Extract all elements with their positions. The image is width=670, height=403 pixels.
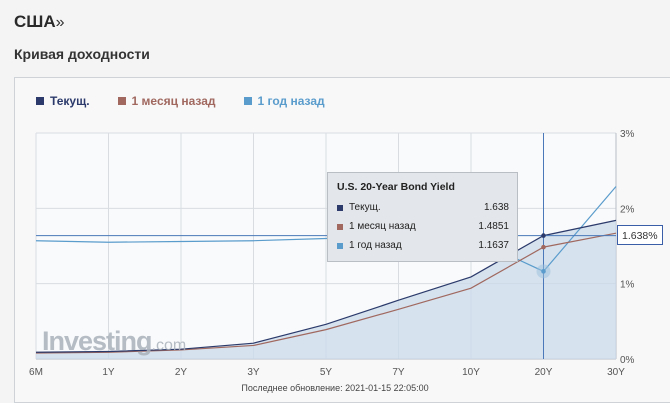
- legend-item-current[interactable]: Текущ.: [36, 94, 90, 108]
- legend-swatch: [243, 97, 252, 105]
- tooltip-value: 1.638: [483, 202, 509, 213]
- x-tick-label: 3Y: [247, 367, 260, 378]
- page-header: США»: [14, 12, 65, 32]
- current-series-area: [36, 220, 616, 359]
- tooltip-value: 1.4851: [478, 221, 509, 232]
- tooltip-row-year-ago: 1 год назад 1.1637: [337, 240, 509, 251]
- x-tick-label: 30Y: [607, 367, 625, 378]
- tooltip-row-month-ago: 1 месяц назад 1.4851: [337, 221, 509, 232]
- tooltip-label: 1 месяц назад: [349, 221, 416, 232]
- x-tick-label: 6M: [29, 367, 43, 378]
- x-tick-label: 2Y: [175, 367, 188, 378]
- country-arrow[interactable]: »: [55, 14, 65, 31]
- current-series-line[interactable]: [35, 219, 617, 353]
- legend-swatch: [117, 97, 126, 105]
- legend-label: 1 месяц назад: [131, 94, 216, 108]
- y-tick-label: 0%: [620, 355, 635, 366]
- legend-label: Текущ.: [50, 94, 90, 108]
- tooltip-swatch: [337, 204, 343, 211]
- section-title: Кривая доходности: [14, 46, 150, 62]
- legend-swatch: [36, 97, 44, 105]
- investing-watermark: Investing.com: [42, 326, 186, 357]
- x-tick-label: 1Y: [102, 367, 115, 378]
- y-tick-label: 3%: [620, 129, 635, 140]
- x-tick-label: 10Y: [462, 367, 480, 378]
- y-tick-label: 1%: [620, 280, 635, 291]
- x-tick-label: 5Y: [320, 367, 333, 378]
- tooltip-row-current: Текущ. 1.638: [337, 202, 509, 213]
- x-tick-label: 20Y: [535, 367, 553, 378]
- tooltip-label: 1 год назад: [349, 240, 402, 251]
- watermark-suffix: .com: [151, 337, 187, 354]
- y-tick-label: 2%: [620, 204, 635, 215]
- tooltip-label: Текущ.: [349, 202, 381, 213]
- chart-legend: Текущ. 1 месяц назад 1 год назад: [36, 94, 353, 108]
- tooltip-swatch: [337, 242, 343, 249]
- tooltip-value: 1.1637: [478, 240, 509, 251]
- series-point-marker: [541, 269, 546, 274]
- country-title[interactable]: США: [14, 12, 56, 31]
- series-point-marker: [541, 244, 546, 250]
- last-updated: Последнее обновление: 2021-01-15 22:05:0…: [241, 383, 429, 393]
- legend-item-year-ago[interactable]: 1 год назад: [243, 94, 325, 108]
- series-point-marker: [541, 233, 546, 238]
- data-tooltip: U.S. 20-Year Bond Yield Текущ. 1.638 1 м…: [327, 172, 518, 262]
- tooltip-swatch: [337, 223, 343, 230]
- tooltip-title: U.S. 20-Year Bond Yield: [337, 181, 455, 193]
- month-ago-series-line[interactable]: [35, 232, 617, 354]
- x-tick-label: 7Y: [392, 367, 405, 378]
- legend-label: 1 год назад: [257, 94, 325, 108]
- current-value-label: 1.638%: [617, 225, 663, 245]
- legend-item-month-ago[interactable]: 1 месяц назад: [117, 94, 216, 108]
- watermark-brand: Investing: [42, 326, 153, 356]
